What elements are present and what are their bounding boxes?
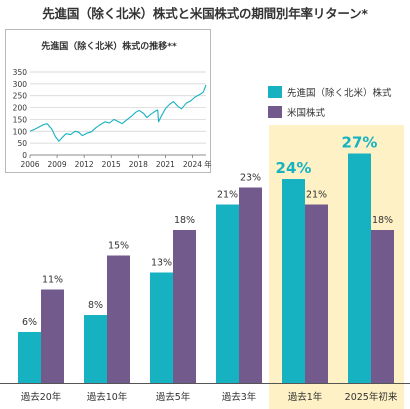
category-label-0: 過去20年: [21, 391, 62, 403]
inset-x-tick-2024: 2024: [183, 160, 202, 169]
inset-x-unit: 年: [204, 159, 212, 169]
inset-x-tick-2018: 2018: [129, 160, 148, 169]
inset-y-tick-0: 0: [22, 151, 27, 160]
inset-y-tick-350: 350: [13, 68, 28, 77]
inset-x-tick-2009: 2009: [48, 160, 67, 169]
bar-value-label-developed-2: 13%: [151, 258, 172, 269]
bar-developed-4: [282, 179, 305, 383]
bar-developed-1: [84, 315, 107, 383]
inset-line-plot: 0 50 100 150 200 250 300 350 2006 2009 2012 2015 201…: [13, 68, 212, 169]
bar-value-label-developed-5: 27%: [342, 134, 378, 152]
bar-us-3: [239, 187, 262, 383]
inset-chart-title: 先進国（除く北米）株式の推移**: [41, 42, 177, 52]
category-label-2: 過去5年: [156, 391, 191, 403]
bar-us-2: [173, 230, 196, 383]
bar-us-1: [107, 255, 130, 383]
inset-y-tick-150: 150: [13, 115, 28, 124]
inset-x-tick-2015: 2015: [102, 160, 121, 169]
inset-x-tick-2006: 2006: [20, 160, 39, 169]
bar-developed-0: [18, 332, 41, 383]
inset-y-tick-300: 300: [13, 80, 28, 89]
bar-value-label-developed-4: 24%: [276, 159, 312, 177]
inset-y-tick-100: 100: [13, 127, 28, 136]
bar-value-label-us-5: 18%: [372, 215, 393, 226]
legend-swatch-purple: [268, 106, 282, 118]
legend-label-developed-ex-north-america: 先進国（除く北米）株式: [287, 88, 392, 99]
inset-line-chart: 先進国（除く北米）株式の推移** 0 50 100 150 200 250 300 350 20…: [5, 29, 212, 173]
figure-title: 先進国（除く北米）株式と米国株式の期間別年率リターン*: [42, 6, 368, 21]
bar-value-label-us-2: 18%: [174, 215, 195, 226]
bar-us-5: [371, 230, 394, 383]
bar-value-label-developed-3: 21%: [217, 190, 238, 201]
category-label-4: 過去1年: [288, 391, 323, 403]
legend: 先進国（除く北米）株式 米国株式: [268, 82, 392, 122]
bar-value-label-us-3: 23%: [240, 173, 261, 184]
bar-value-label-developed-1: 8%: [88, 300, 103, 311]
category-label-1: 過去10年: [87, 391, 128, 403]
bar-value-label-us-4: 21%: [306, 190, 327, 201]
bar-value-label-developed-0: 6%: [22, 317, 37, 328]
bar-developed-5: [348, 153, 371, 383]
legend-label-us-equities: 米国株式: [287, 108, 326, 119]
legend-item-us-equities: 米国株式: [268, 102, 392, 122]
inset-x-tick-2021: 2021: [156, 160, 175, 169]
inset-y-tick-50: 50: [17, 139, 27, 148]
inset-y-tick-250: 250: [13, 92, 28, 101]
inset-x-tick-2012: 2012: [75, 160, 94, 169]
bar-value-label-us-0: 11%: [42, 275, 63, 286]
bar-developed-2: [150, 272, 173, 383]
legend-item-developed-ex-north-america: 先進国（除く北米）株式: [268, 82, 392, 102]
inset-line-series: [29, 84, 207, 142]
bar-value-label-us-1: 15%: [108, 241, 129, 252]
bar-us-0: [41, 289, 64, 383]
legend-swatch-teal: [268, 86, 282, 98]
bar-developed-3: [216, 204, 239, 383]
category-label-3: 過去3年: [222, 391, 257, 403]
bar-us-4: [305, 204, 328, 383]
category-label-5: 2025年初来: [345, 391, 398, 403]
inset-y-tick-200: 200: [13, 104, 28, 113]
